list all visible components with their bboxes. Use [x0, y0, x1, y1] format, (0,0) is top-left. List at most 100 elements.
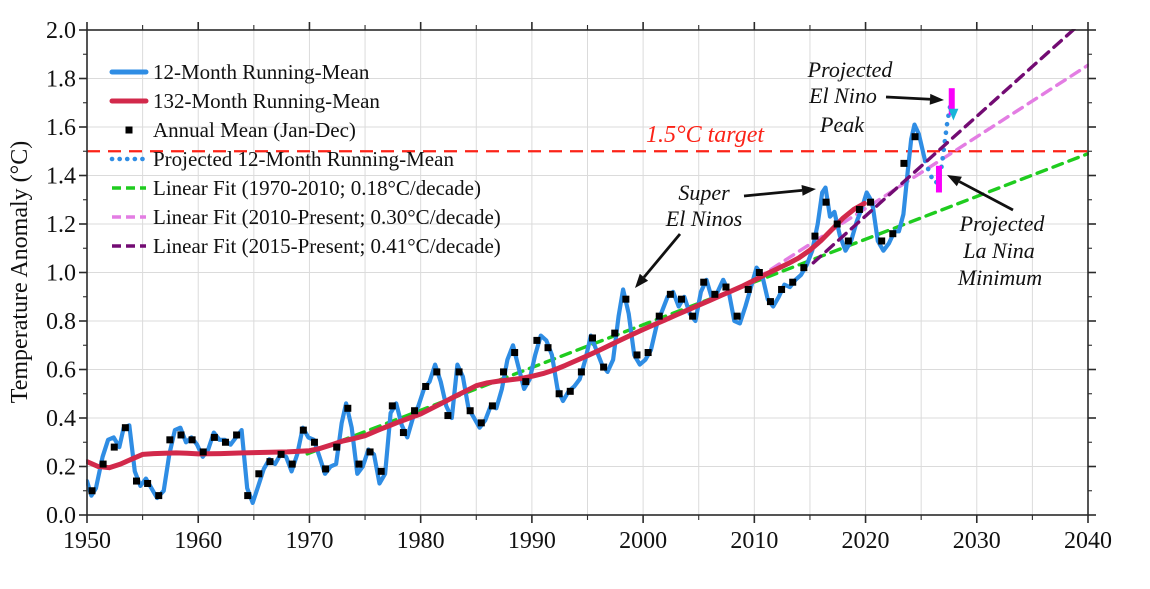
annual-mean-square: [655, 312, 663, 320]
annual-mean-square: [144, 479, 152, 487]
legend-item-1-label: 12-Month Running-Mean: [153, 60, 370, 84]
annual-mean-square: [522, 378, 530, 386]
y-tick-label: 0.2: [46, 455, 76, 481]
annual-mean-square: [355, 460, 363, 468]
legend-item-4-label: Projected 12-Month Running-Mean: [153, 147, 454, 171]
annual-mean-square: [911, 133, 919, 141]
annual-mean-square: [99, 460, 107, 468]
target-label-1-5c: 1.5°C target: [646, 122, 765, 148]
series-linear-fit-2015-present-0-41-c-decade: [811, 29, 1077, 265]
annual-mean-square: [266, 458, 274, 466]
super-el-ninos-arrow-head: [801, 185, 816, 196]
annual-mean-square: [255, 470, 263, 478]
y-tick-label: 2.0: [46, 18, 76, 44]
annual-mean-square: [88, 487, 96, 495]
annual-mean-square: [644, 349, 652, 357]
annual-mean-square: [600, 363, 608, 371]
annual-mean-square: [422, 382, 430, 390]
annual-mean-square: [867, 198, 875, 206]
y-tick-label: 1.0: [46, 261, 76, 287]
annual-mean-square: [488, 402, 496, 410]
annual-mean-square: [700, 278, 708, 286]
x-tick-label: 1990: [508, 528, 556, 554]
y-tick-label: 0.0: [46, 503, 76, 529]
series-132-month-running-mean: [86, 200, 867, 471]
annual-mean-square: [210, 433, 218, 441]
annual-mean-square: [778, 285, 786, 293]
annual-mean-square: [411, 407, 419, 415]
annual-mean-square: [288, 460, 296, 468]
x-tick-label: 2020: [842, 528, 890, 554]
axis-ticks: [79, 22, 1096, 523]
annual-mean-square: [811, 232, 819, 240]
annual-mean-square: [666, 290, 674, 298]
annual-mean-square: [155, 492, 163, 500]
annual-mean-square: [844, 237, 852, 245]
x-tick-label: 2000: [619, 528, 667, 554]
legend-item-3-label: Annual Mean (Jan-Dec): [153, 118, 356, 142]
annual-mean-square: [132, 477, 140, 485]
annual-mean-square: [744, 285, 752, 293]
annual-mean-square: [544, 344, 552, 352]
annual-mean-square: [711, 290, 719, 298]
annual-mean-square: [121, 424, 129, 432]
annual-mean-square: [633, 351, 641, 359]
annual-mean-square: [833, 220, 841, 228]
super-el-ninos-label: Super: [678, 180, 730, 205]
legend-item-5-label: Linear Fit (1970-2010; 0.18°C/decade): [153, 176, 481, 200]
annual-mean-square: [789, 278, 797, 286]
projected-el-nino-peak-label: Peak: [819, 112, 865, 137]
annual-mean-square: [177, 431, 185, 439]
annual-mean-square: [800, 264, 808, 272]
annual-mean-square: [900, 159, 908, 167]
annual-mean-square: [166, 436, 174, 444]
annual-mean-square: [733, 312, 741, 320]
annual-mean-square: [310, 438, 318, 446]
annual-mean-square: [188, 436, 196, 444]
legend-item-6-label: Linear Fit (2010-Present; 0.30°C/decade): [153, 205, 501, 229]
annual-mean-square: [455, 368, 463, 376]
y-tick-label: 0.4: [46, 406, 76, 432]
overlay-markers: [935, 88, 959, 193]
projected-el-nino-peak-arrow-head: [929, 93, 944, 105]
cyan-peak-marker: [948, 108, 959, 121]
annual-mean-square: [377, 467, 385, 475]
annual-mean-square: [722, 283, 730, 291]
x-tick-labels: 1950 1960 1970 1980 1990 2000 2010 2020 2030 2040: [63, 528, 1112, 554]
annual-mean-square: [110, 443, 118, 451]
projected-la-nina-minimum-label: Projected: [959, 211, 1046, 236]
series-linear-fit-2010-present-0-30-c-decade: [754, 63, 1089, 281]
x-tick-label: 1970: [285, 528, 333, 554]
legend-item-3-swatch-square: [125, 126, 133, 134]
annual-mean-square: [511, 349, 519, 357]
annual-mean-square: [822, 198, 830, 206]
annual-mean-square: [766, 298, 774, 306]
x-tick-label: 2030: [953, 528, 1001, 554]
annual-mean-square: [299, 426, 307, 434]
projected-la-nina-minimum-arrow-shaft: [958, 180, 1014, 212]
annual-mean-square: [577, 368, 585, 376]
x-tick-label: 1980: [397, 528, 445, 554]
annual-mean-square: [622, 295, 630, 303]
annual-mean-square: [388, 402, 396, 410]
projected-la-nina-minimum-bar: [935, 165, 942, 193]
x-tick-label: 2010: [730, 528, 778, 554]
annual-mean-square: [555, 390, 563, 398]
annual-mean-square: [444, 412, 452, 420]
y-tick-label: 0.6: [46, 358, 76, 384]
projected-la-nina-minimum-arrow-head: [947, 175, 962, 187]
y-tick-labels: 0.0 0.2 0.4 0.6 0.8 1.0 1.2 1.4 1.6 1.8 2.0: [46, 18, 76, 529]
annual-mean-square: [322, 465, 330, 473]
annual-mean-square: [333, 443, 341, 451]
annual-mean-square: [477, 419, 485, 427]
annual-mean-square: [611, 329, 619, 337]
annual-mean-square: [399, 429, 407, 437]
annual-mean-square: [233, 431, 241, 439]
annual-mean-square: [433, 368, 441, 376]
annual-mean-square: [677, 295, 685, 303]
annual-mean-square: [366, 448, 374, 456]
annual-mean-square: [589, 334, 597, 342]
x-tick-label: 1950: [63, 528, 111, 554]
